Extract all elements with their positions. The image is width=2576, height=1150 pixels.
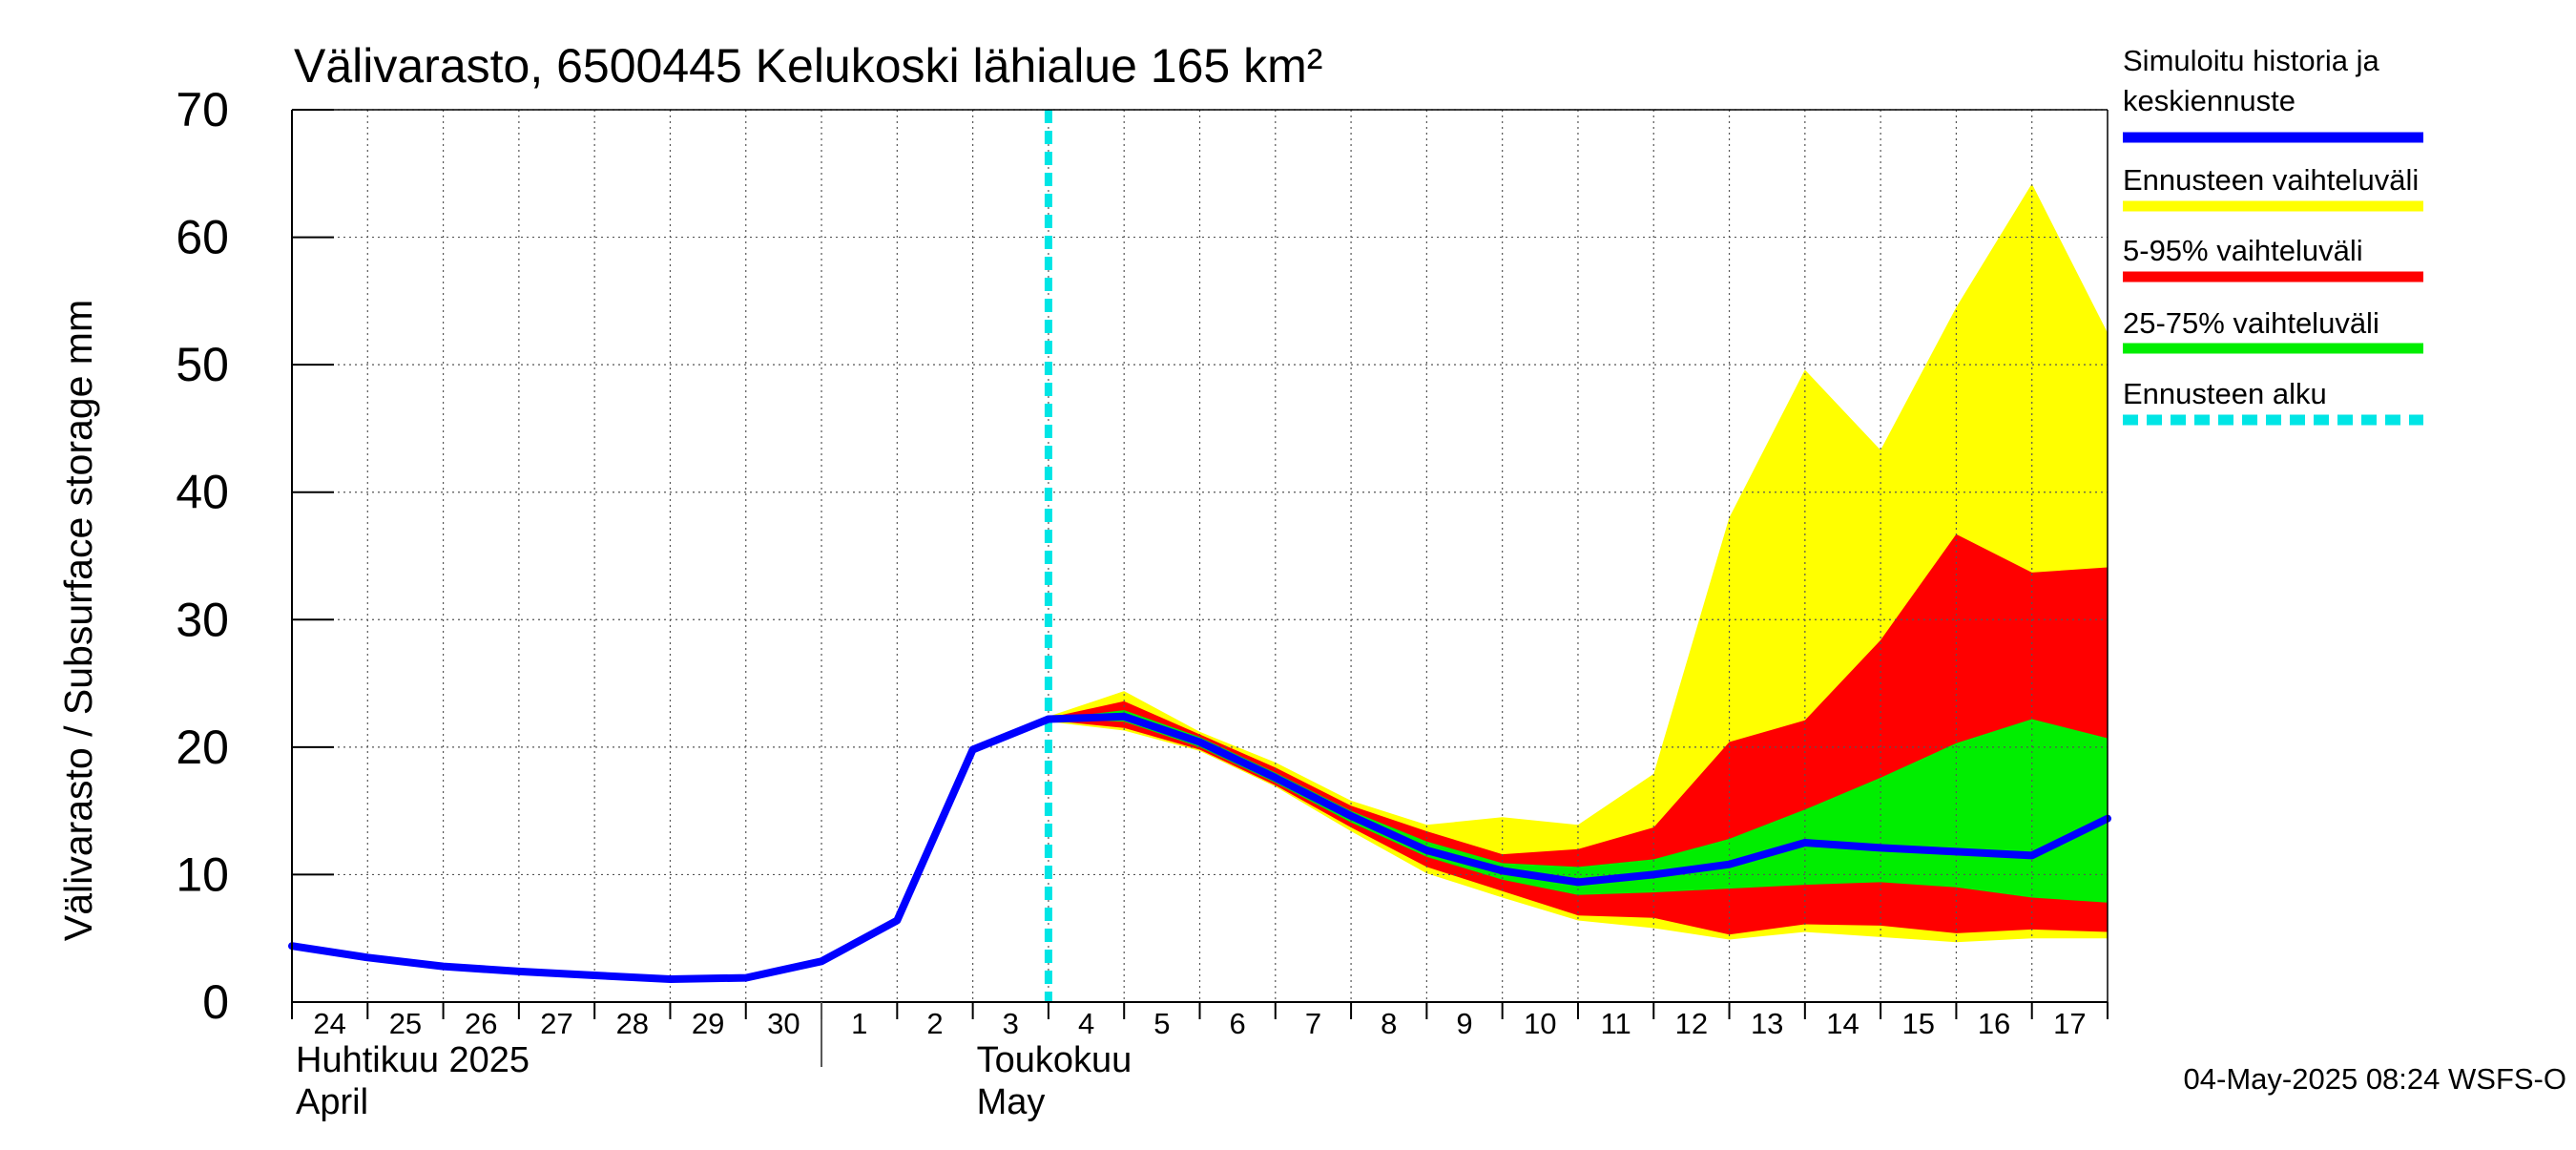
legend-label: Ennusteen vaihteluväli [2123,163,2419,197]
x-tick-label: 13 [1751,1007,1783,1040]
y-tick-label: 30 [176,593,229,646]
x-tick-label: 11 [1601,1007,1631,1040]
y-tick-label: 50 [176,338,229,391]
x-tick-label: 2 [926,1007,943,1040]
x-tick-label: 12 [1675,1007,1708,1040]
band-25-75 [1048,710,2108,903]
month-label-en: April [296,1082,368,1122]
y-tick-label: 40 [176,466,229,519]
y-axis-label: Välivarasto / Subsurface storage mm [56,300,100,941]
x-tick-label: 7 [1305,1007,1321,1040]
legend-label: 5-95% vaihteluväli [2123,234,2363,267]
x-tick-label: 4 [1078,1007,1094,1040]
x-tick-label: 27 [540,1007,572,1040]
x-tick-label: 28 [616,1007,649,1040]
legend-label: 25-75% vaihteluväli [2123,306,2379,340]
legend-label: Simuloitu historia ja [2123,44,2380,77]
footer-timestamp: 04-May-2025 08:24 WSFS-O [2184,1062,2566,1096]
x-tick-label: 26 [465,1007,497,1040]
month-label-fi: Huhtikuu 2025 [296,1040,530,1080]
legend-label: keskiennuste [2123,84,2296,117]
x-tick-label: 14 [1826,1007,1859,1040]
month-label-en: May [977,1082,1046,1122]
series-lines [288,110,2111,1002]
x-tick-label: 15 [1902,1007,1935,1040]
x-tick-label: 3 [1003,1007,1019,1040]
y-tick-label: 60 [176,211,229,264]
month-label-fi: Toukokuu [977,1040,1132,1080]
y-tick-label: 70 [176,83,229,136]
x-tick-label: 10 [1524,1007,1556,1040]
x-tick-label: 16 [1978,1007,2010,1040]
x-tick-label: 9 [1456,1007,1472,1040]
series-line-simulated [288,712,2111,983]
legend-label: Ennusteen alku [2123,377,2327,410]
y-tick-label: 0 [202,975,229,1029]
y-tick-label: 10 [176,847,229,901]
x-tick-label: 25 [389,1007,422,1040]
y-tick-label: 20 [176,721,229,774]
x-tick-label: 29 [692,1007,724,1040]
x-tick-label: 8 [1381,1007,1397,1040]
chart-title: Välivarasto, 6500445 Kelukoski lähialue … [294,39,1322,93]
x-tick-label: 5 [1153,1007,1170,1040]
forecast-bands [1048,183,2108,943]
legend: Simuloitu historia ja keskiennuste Ennuste… [2123,44,2423,426]
x-tick-label: 1 [851,1007,867,1040]
x-tick-label: 24 [313,1007,345,1040]
x-tick-label: 6 [1230,1007,1246,1040]
x-tick-label: 17 [2053,1007,2086,1040]
x-tick-label: 30 [767,1007,800,1040]
